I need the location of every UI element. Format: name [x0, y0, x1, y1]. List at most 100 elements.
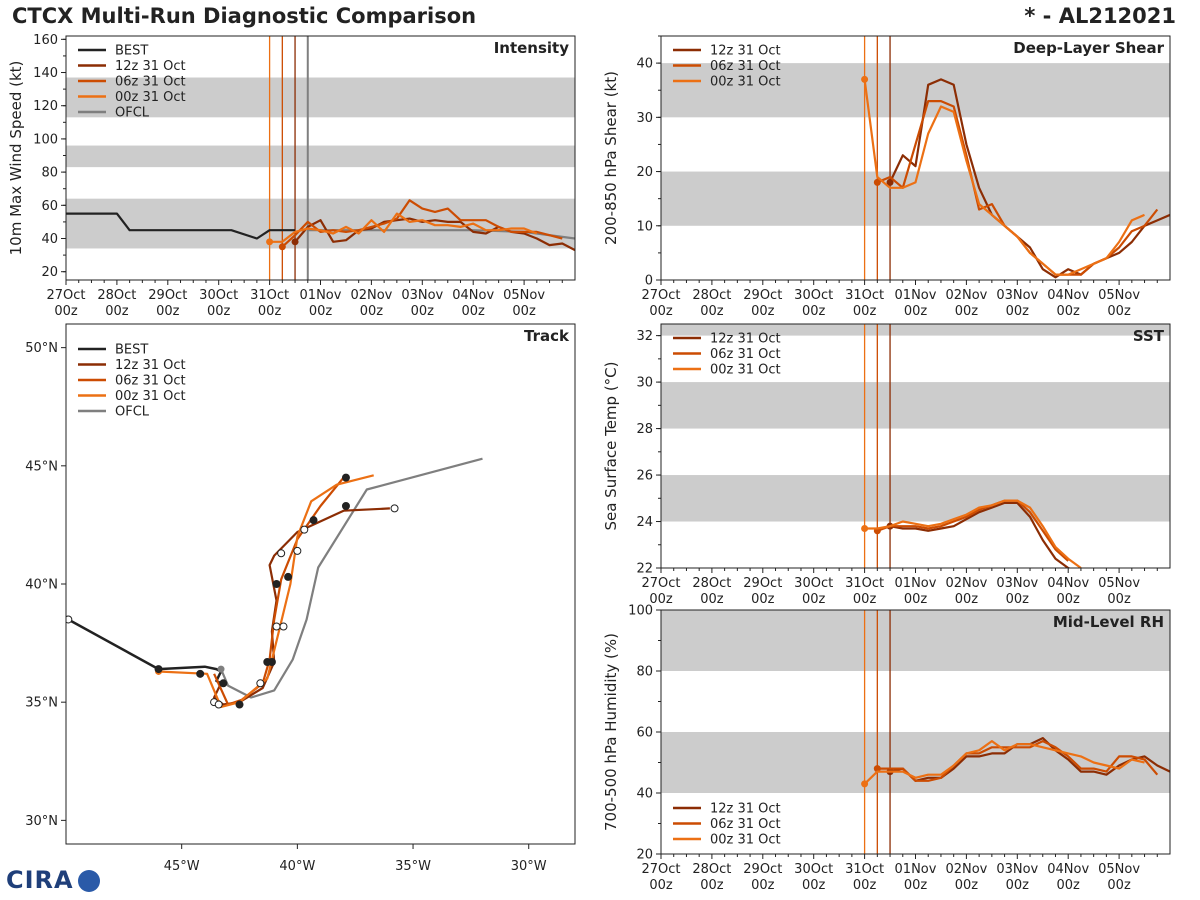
y-tick-label: 80 — [41, 166, 58, 181]
track-marker-open — [272, 622, 281, 631]
x-tick-label-hour: 00z — [1006, 878, 1030, 893]
track-marker-open — [293, 546, 302, 555]
x-tick-label-hour: 00z — [54, 304, 78, 319]
x-tick-label-date: 27Oct — [641, 288, 680, 303]
track-marker-filled — [196, 669, 205, 678]
x-tick-label-hour: 00z — [649, 878, 673, 893]
series-start-point-run06z — [278, 243, 286, 251]
chart-rh: 2040608010027Oct00z28Oct00z29Oct00z30Oct… — [602, 604, 1171, 893]
x-tick-label-hour: 00z — [751, 878, 775, 893]
shading-band — [661, 475, 1170, 522]
x-tick-label-date: 01Nov — [895, 862, 937, 877]
x-tick-label-date: 04Nov — [452, 288, 494, 303]
track-marker-open — [214, 700, 223, 709]
track-marker-open — [256, 679, 265, 688]
series-start-point-run12z — [291, 238, 299, 246]
lon-tick-label: 35°W — [395, 859, 431, 874]
x-tick-label-hour: 00z — [512, 304, 536, 319]
chart-title: Intensity — [494, 39, 570, 57]
track-marker-open — [66, 615, 73, 624]
series-line-run06z — [281, 199, 563, 248]
lat-tick-label: 40°N — [25, 578, 58, 593]
series-line-run00z — [864, 499, 1082, 568]
y-tick-label: 24 — [636, 515, 653, 530]
legend-label: 12z 31 Oct — [115, 59, 186, 74]
y-tick-label: 80 — [636, 665, 653, 680]
y-tick-label: 60 — [41, 199, 58, 214]
lon-tick-label: 40°W — [279, 859, 315, 874]
legend-label: 00z 31 Oct — [115, 389, 186, 404]
y-tick-label: 140 — [33, 66, 58, 81]
x-tick-label-date: 01Nov — [300, 288, 342, 303]
series-line-run00z — [863, 739, 1145, 785]
legend-label: 06z 31 Oct — [115, 75, 186, 90]
legend-label: 06z 31 Oct — [710, 347, 781, 362]
series-start-point-run06z — [873, 178, 881, 186]
x-tick-label-date: 28Oct — [97, 288, 136, 303]
x-tick-label-hour: 00z — [700, 304, 724, 319]
track-marker-filled — [154, 665, 163, 674]
lat-tick-label: 50°N — [25, 341, 58, 356]
y-axis-label: 10m Max Wind Speed (kt) — [7, 61, 25, 256]
shading-band — [66, 198, 575, 249]
x-tick-label-hour: 00z — [904, 878, 928, 893]
series-start-point-run12z — [886, 178, 894, 186]
track-marker-open — [390, 504, 399, 513]
x-tick-label-date: 05Nov — [1098, 288, 1140, 303]
x-tick-label-hour: 00z — [955, 304, 979, 319]
x-tick-label-hour: 00z — [751, 592, 775, 607]
y-tick-label: 26 — [636, 469, 653, 484]
x-tick-label-date: 28Oct — [692, 288, 731, 303]
legend-label: 06z 31 Oct — [115, 374, 186, 389]
y-tick-label: 20 — [41, 265, 58, 280]
track-marker-filled — [341, 502, 350, 510]
lat-tick-label: 30°N — [25, 814, 58, 829]
plot-area — [661, 324, 1170, 568]
x-tick-label-hour: 00z — [1107, 878, 1131, 893]
y-tick-label: 40 — [41, 232, 58, 247]
y-tick-label: 40 — [636, 57, 653, 72]
x-tick-label-date: 31Oct — [845, 288, 884, 303]
x-tick-label-hour: 00z — [156, 304, 180, 319]
x-tick-label-hour: 00z — [1057, 878, 1081, 893]
cira-logo: CIRA — [6, 866, 100, 894]
legend-label: 00z 31 Oct — [710, 833, 781, 848]
x-tick-label-date: 30Oct — [794, 288, 833, 303]
y-tick-label: 28 — [636, 422, 653, 437]
legend-label: 00z 31 Oct — [115, 90, 186, 105]
shading-band — [661, 63, 1170, 118]
series-line-run06z — [876, 499, 1069, 562]
x-tick-label-hour: 00z — [1107, 592, 1131, 607]
x-tick-label-date: 04Nov — [1047, 288, 1089, 303]
x-tick-label-date: 01Nov — [895, 288, 937, 303]
x-tick-label-hour: 00z — [802, 304, 826, 319]
x-tick-label-date: 27Oct — [641, 862, 680, 877]
shading-band — [661, 610, 1170, 671]
chart-title: Deep-Layer Shear — [1013, 39, 1164, 57]
y-tick-label: 60 — [636, 726, 653, 741]
series-line-run12z — [294, 217, 575, 252]
x-tick-label-date: 03Nov — [996, 288, 1038, 303]
legend-label: 12z 31 Oct — [710, 802, 781, 817]
track-marker-filled — [272, 580, 281, 588]
x-tick-label-hour: 00z — [1057, 592, 1081, 607]
logo-text: CIRA — [6, 866, 74, 894]
series-line-run00z — [863, 79, 1145, 276]
chart-intensity: 2040608010012014016027Oct00z28Oct00z29Oc… — [7, 33, 576, 319]
chart-shear: 01020304027Oct00z28Oct00z29Oct00z30Oct00… — [602, 35, 1171, 319]
legend-label: 06z 31 Oct — [710, 59, 781, 74]
series-start-point-run00z — [861, 75, 869, 83]
page-title: CTCX Multi-Run Diagnostic Comparison — [12, 4, 477, 28]
x-tick-label-date: 28Oct — [692, 576, 731, 591]
chart-title: Mid-Level RH — [1053, 613, 1164, 631]
x-tick-label-date: 04Nov — [1047, 576, 1089, 591]
x-tick-label-hour: 00z — [751, 304, 775, 319]
legend-label: 00z 31 Oct — [710, 363, 781, 378]
series-line-run12z — [889, 78, 1170, 279]
track-line-run12z — [213, 507, 390, 706]
x-tick-label-date: 30Oct — [794, 862, 833, 877]
y-tick-label: 160 — [33, 33, 58, 48]
series-start-point-run06z — [873, 765, 881, 773]
x-tick-label-hour: 00z — [309, 304, 333, 319]
